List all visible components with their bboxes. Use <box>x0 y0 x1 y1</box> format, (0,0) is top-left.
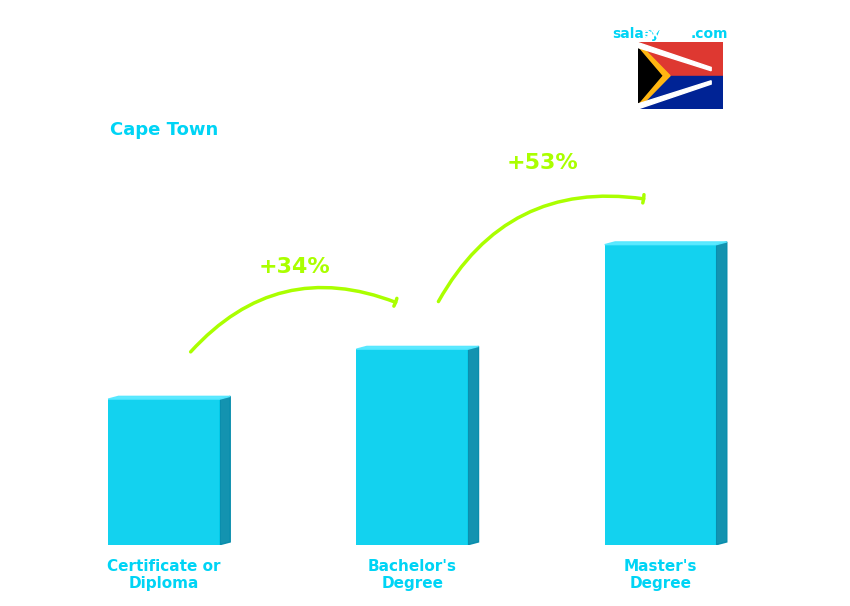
Polygon shape <box>468 347 479 545</box>
Bar <box>604 245 717 545</box>
Text: Cape Town: Cape Town <box>110 121 218 139</box>
Polygon shape <box>638 42 722 76</box>
Polygon shape <box>638 81 711 109</box>
Polygon shape <box>604 242 727 245</box>
Polygon shape <box>108 396 230 399</box>
Polygon shape <box>638 42 722 109</box>
Polygon shape <box>638 47 661 104</box>
Polygon shape <box>220 396 230 545</box>
Polygon shape <box>717 242 727 545</box>
Text: Salary Comparison By Education: Salary Comparison By Education <box>110 42 619 70</box>
Polygon shape <box>638 42 711 71</box>
Text: explorer: explorer <box>642 27 707 41</box>
Text: .com: .com <box>690 27 728 41</box>
Polygon shape <box>638 42 670 109</box>
Bar <box>356 349 468 545</box>
Bar <box>108 399 220 545</box>
Text: salary: salary <box>612 27 660 41</box>
Polygon shape <box>638 76 722 109</box>
Text: Average Monthly Salary: Average Monthly Salary <box>823 236 833 370</box>
Text: +53%: +53% <box>507 153 579 173</box>
Text: 37,900 ZAR: 37,900 ZAR <box>129 337 218 351</box>
Polygon shape <box>638 42 666 109</box>
Polygon shape <box>356 347 479 349</box>
Text: +34%: +34% <box>258 258 330 278</box>
Text: Accounts Payable Manager: Accounts Payable Manager <box>110 85 354 103</box>
Text: 78,100 ZAR: 78,100 ZAR <box>626 182 716 196</box>
Text: 50,900 ZAR: 50,900 ZAR <box>377 287 468 301</box>
